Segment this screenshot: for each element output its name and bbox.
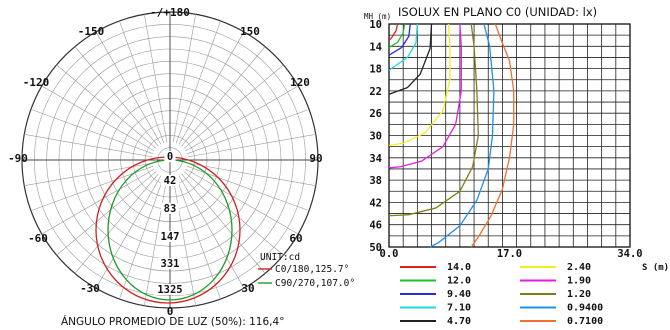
isolux-legend-label: 1.90	[567, 276, 591, 287]
polar-grid-spoke	[41, 168, 155, 235]
polar-angle-label: -30	[80, 282, 100, 295]
polar-grid-spoke	[74, 173, 159, 274]
isolux-y-tick-label: 30	[369, 131, 382, 143]
isolux-contour-line	[429, 23, 495, 248]
polar-grid-spoke	[119, 176, 165, 300]
isolux-contour-line	[470, 23, 515, 248]
isolux-contour-line	[388, 23, 406, 48]
polar-angle-label: 90	[309, 152, 322, 165]
isolux-legend-label: 0.7100	[567, 316, 603, 327]
polar-grid-spoke	[186, 109, 310, 155]
isolux-x-axis-label: S (m)	[642, 263, 669, 273]
isolux-contour-line	[388, 23, 451, 147]
isolux-contour-line	[388, 23, 462, 169]
polar-grid-spoke	[187, 162, 316, 186]
isolux-y-tick-label: 22	[369, 86, 382, 98]
polar-intensity-chart: -/+180 -150 150 -120 120 -90 90 -60 60 -30 30 0 0 42 8…	[8, 6, 355, 328]
isolux-y-tick-label: 14	[369, 41, 382, 53]
polar-radial-tick-label: 42	[164, 175, 177, 187]
polar-radial-tick-label: 147	[161, 231, 180, 243]
isolux-legend-label: 1.20	[567, 289, 591, 300]
polar-grid-spoke	[185, 168, 299, 235]
isolux-chart: ISOLUX EN PLANO C0 (UNIDAD: lx) MH (m)10 1…	[364, 5, 669, 327]
isolux-plot-frame	[388, 23, 631, 248]
polar-angle-label: -60	[28, 232, 48, 245]
isolux-y-tick-label: 26	[369, 108, 382, 120]
polar-radial-tick-label: 0	[167, 151, 173, 163]
polar-grid-spoke	[181, 46, 266, 147]
polar-tick-bg	[164, 151, 176, 162]
isolux-y-tick-label: 38	[369, 175, 382, 187]
polar-grid-spoke	[175, 20, 221, 144]
polar-grid-spoke	[172, 14, 196, 143]
isolux-y-tick-label: 34	[369, 153, 382, 165]
isolux-x-tick-label: 34.0	[617, 248, 642, 260]
isolux-contour-line	[388, 23, 418, 71]
polar-tick-bg	[154, 284, 186, 295]
polar-grid-spoke	[144, 177, 168, 306]
polar-tick-bg	[157, 231, 183, 242]
polar-angle-label: 60	[289, 232, 302, 245]
isolux-legend-label: 7.10	[447, 303, 471, 314]
polar-radial-tick-label: 83	[164, 203, 177, 215]
polar-angle-label: 30	[241, 282, 254, 295]
polar-grid-spoke	[175, 176, 221, 300]
polar-grid-spoke	[187, 134, 316, 158]
polar-angle-label: 0	[167, 305, 174, 318]
isolux-y-tick-label: 18	[369, 64, 382, 76]
isolux-y-axis-label: MH (m)	[364, 12, 391, 21]
isolux-legend-label: 4.70	[447, 316, 471, 327]
isolux-y-tick-label: 42	[369, 197, 382, 209]
polar-angle-label: -90	[8, 152, 28, 165]
polar-tick-bg	[161, 203, 179, 214]
polar-radial-tick-label: 331	[161, 258, 180, 270]
isolux-contour-line	[388, 23, 433, 95]
polar-unit-label: UNIT:cd	[260, 252, 300, 263]
polar-angle-label: -120	[23, 76, 50, 89]
polar-angle-label: -150	[78, 25, 105, 38]
polar-grid-spoke	[56, 64, 157, 149]
polar-grid-spoke	[178, 31, 245, 145]
isolux-y-tick-label: 10	[369, 19, 382, 31]
polar-grid-spoke	[119, 20, 165, 144]
isolux-legend-label: 9.40	[447, 289, 471, 300]
polar-tick-bg	[161, 175, 179, 186]
polar-angle-label: -/+180	[150, 6, 190, 19]
polar-grid-spoke	[178, 175, 245, 289]
isolux-x-tick-label: 17.0	[497, 248, 522, 260]
polar-grid-spoke	[30, 109, 154, 155]
polar-grid-spoke	[172, 177, 196, 306]
isolux-contour-line	[388, 23, 479, 217]
isolux-contour-line	[388, 23, 399, 42]
polar-caption: ÁNGULO PROMEDIO DE LUZ (50%): 116,4°	[61, 315, 284, 328]
polar-legend-label: C90/270,107.0°	[275, 278, 355, 289]
polar-grid-spoke	[183, 64, 284, 149]
polar-tick-bg	[157, 258, 183, 269]
polar-grid-spoke	[185, 85, 299, 152]
polar-angle-label: 150	[240, 25, 260, 38]
isolux-contour-line	[388, 23, 411, 56]
isolux-legend-label: 2.40	[567, 262, 591, 273]
isolux-title: ISOLUX EN PLANO C0 (UNIDAD: lx)	[398, 5, 597, 19]
isolux-x-tick-label: 0.0	[380, 248, 399, 260]
polar-legend-label: C0/180,125.7°	[275, 264, 349, 275]
polar-grid-spoke	[95, 31, 162, 145]
isolux-y-tick-label: 46	[369, 220, 382, 232]
polar-grid-spoke	[144, 14, 168, 143]
polar-grid-spoke	[183, 171, 284, 256]
polar-grid-spoke	[41, 85, 155, 152]
polar-radial-tick-label: 1325	[157, 284, 182, 296]
polar-angle-label: 120	[290, 76, 310, 89]
isolux-legend-label: 14.0	[447, 262, 471, 273]
isolux-y-tick-label: 50	[369, 242, 382, 254]
polar-grid-spoke	[56, 171, 157, 256]
isolux-legend-label: 0.9400	[567, 303, 603, 314]
polar-grid-spoke	[24, 134, 153, 158]
polar-grid-spoke	[181, 173, 266, 274]
polar-grid-spoke	[74, 46, 159, 147]
isolux-legend-label: 12.0	[447, 276, 471, 287]
